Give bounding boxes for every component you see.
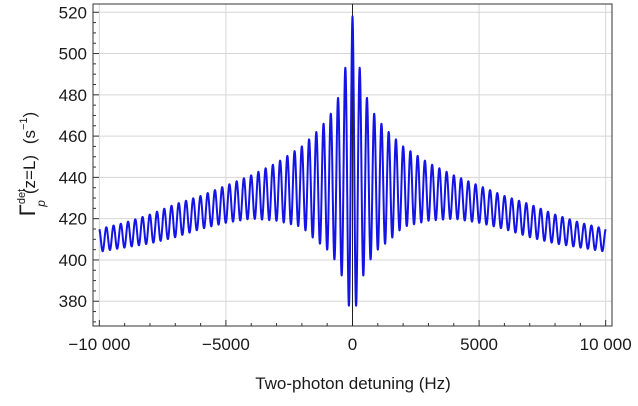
y-label-unit-open: (s xyxy=(20,130,39,144)
series-line xyxy=(98,15,607,307)
x-tick-label: 0 xyxy=(348,335,357,354)
y-tick-label: 480 xyxy=(59,86,87,105)
y-label-argument: (z=L) xyxy=(20,155,39,194)
y-tick-label: 460 xyxy=(59,127,87,146)
y-axis-label: Γdet p (z=L) (s−1) xyxy=(15,112,48,216)
ticks xyxy=(93,11,607,326)
y-tick-label: 380 xyxy=(59,292,87,311)
y-tick-label: 420 xyxy=(59,210,87,229)
x-tick-label: 10 000 xyxy=(580,335,632,354)
y-label-gamma: Γ xyxy=(15,204,40,216)
tick-labels: −10 000 −5000 0 5000 10 000 380 400 420 440 460 48… xyxy=(59,3,632,354)
y-tick-label: 520 xyxy=(59,3,87,22)
y-label-unit-close: ) xyxy=(20,112,39,118)
x-axis-label: Two-photon detuning (Hz) xyxy=(255,374,451,393)
x-tick-label: −10 000 xyxy=(68,335,130,354)
y-label-subscript: p xyxy=(34,200,48,208)
y-label-superscript: det xyxy=(16,189,28,204)
x-tick-label: −5000 xyxy=(202,335,250,354)
y-label-unit-exp: −1 xyxy=(18,117,30,130)
y-tick-label: 440 xyxy=(59,168,87,187)
y-tick-label: 400 xyxy=(59,251,87,270)
x-tick-label: 5000 xyxy=(460,335,498,354)
y-tick-label: 500 xyxy=(59,45,87,64)
